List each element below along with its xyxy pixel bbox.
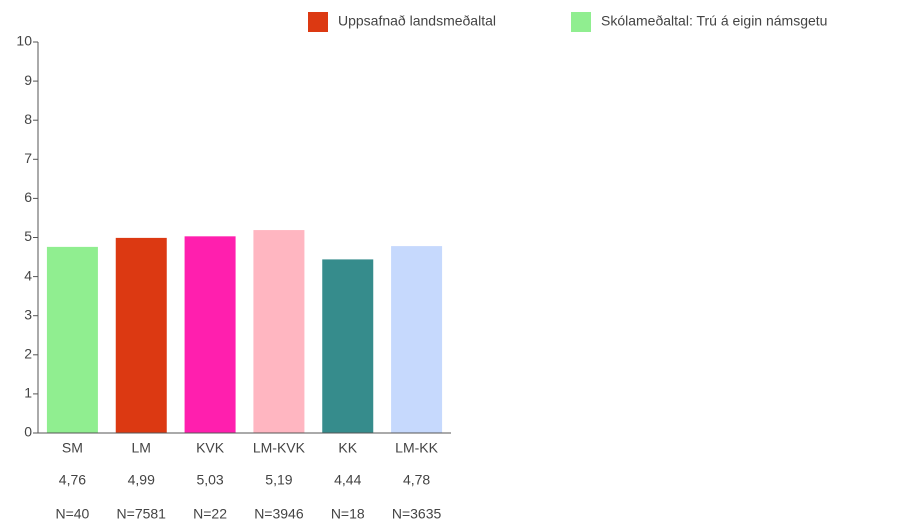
bar: [184, 236, 236, 433]
y-tick-label: 2: [24, 346, 32, 362]
value-label: 4,44: [334, 472, 361, 488]
bar: [115, 237, 167, 433]
n-label: N=3635: [392, 506, 442, 522]
x-tick-label: LM-KK: [395, 440, 438, 456]
bar: [253, 230, 305, 433]
x-tick-label: KK: [338, 440, 357, 456]
y-tick-label: 5: [24, 228, 32, 244]
value-label: 4,76: [59, 472, 86, 488]
bar: [46, 246, 98, 433]
legend-label: Uppsafnað landsmeðaltal: [338, 13, 496, 29]
legend-swatch: [571, 12, 591, 32]
n-label: N=7581: [117, 506, 167, 522]
x-tick-label: LM: [132, 440, 151, 456]
value-label: 4,78: [403, 472, 430, 488]
y-tick-label: 1: [24, 385, 32, 401]
y-tick-label: 8: [24, 111, 32, 127]
y-tick-label: 10: [16, 33, 32, 49]
x-tick-label: KVK: [196, 440, 225, 456]
y-tick-label: 7: [24, 150, 32, 166]
value-label: 5,19: [265, 472, 292, 488]
bar: [322, 259, 374, 433]
y-tick-label: 4: [24, 267, 32, 283]
x-tick-label: LM-KVK: [253, 440, 306, 456]
n-label: N=18: [331, 506, 365, 522]
n-label: N=40: [55, 506, 89, 522]
y-tick-label: 0: [24, 424, 32, 440]
value-label: 5,03: [196, 472, 223, 488]
bar: [391, 246, 443, 433]
x-tick-label: SM: [62, 440, 83, 456]
y-tick-label: 6: [24, 189, 32, 205]
n-label: N=3946: [254, 506, 304, 522]
legend-label: Skólameðaltal: Trú á eigin námsgetu: [601, 13, 827, 29]
n-label: N=22: [193, 506, 227, 522]
y-tick-label: 9: [24, 72, 32, 88]
value-label: 4,99: [128, 472, 155, 488]
legend-swatch: [308, 12, 328, 32]
y-tick-label: 3: [24, 306, 32, 322]
